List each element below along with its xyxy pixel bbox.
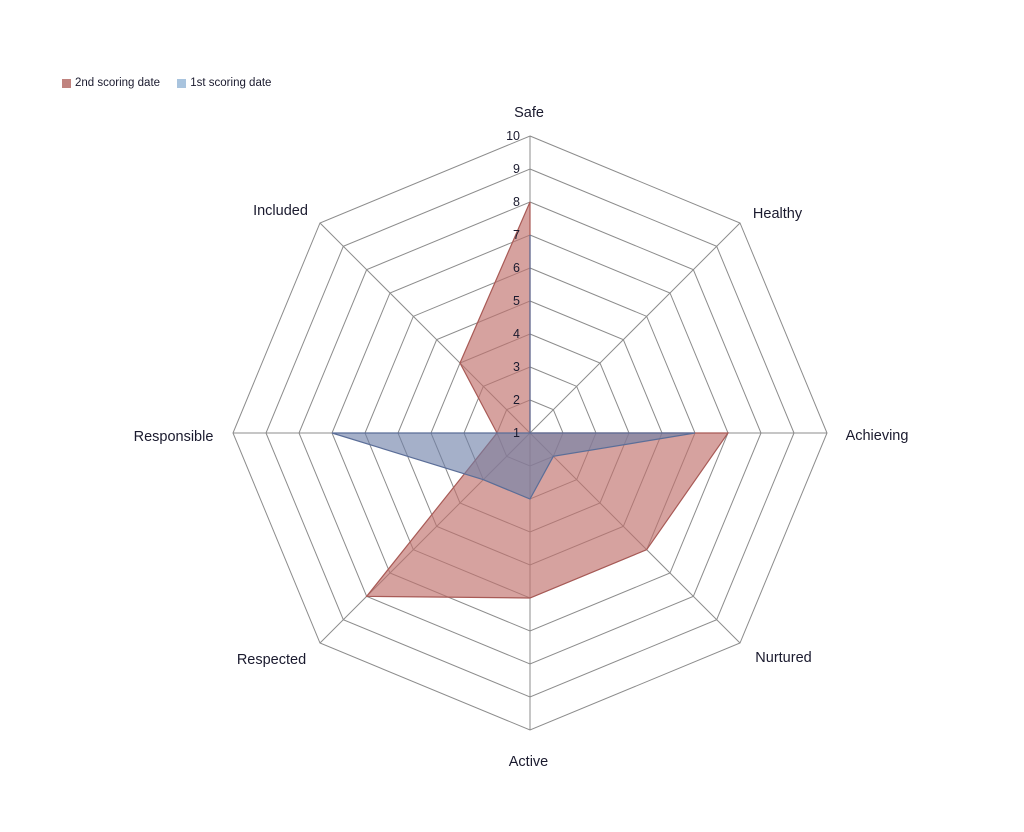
svg-text:7: 7 [513,228,520,242]
svg-text:1: 1 [513,426,520,440]
svg-text:8: 8 [513,195,520,209]
svg-text:6: 6 [513,261,520,275]
svg-text:4: 4 [513,327,520,341]
svg-text:9: 9 [513,162,520,176]
svg-text:10: 10 [506,129,520,143]
svg-text:3: 3 [513,360,520,374]
svg-text:5: 5 [513,294,520,308]
svg-text:2: 2 [513,393,520,407]
